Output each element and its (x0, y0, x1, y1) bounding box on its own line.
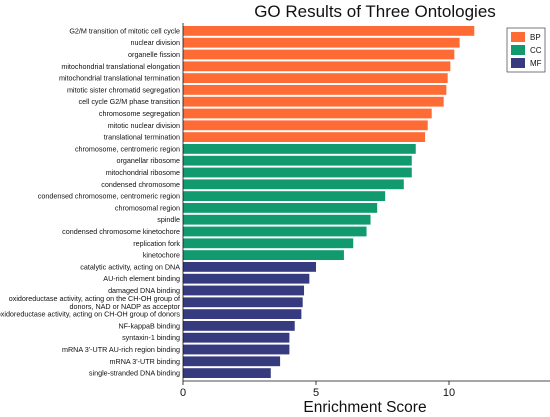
bar-mf-8 (183, 356, 281, 367)
bar-bp-5 (183, 85, 447, 95)
category-label: single-stranded DNA binding (89, 369, 180, 378)
bar-cc-3 (183, 179, 404, 190)
category-label: AU-rich element binding (103, 274, 180, 283)
bar-mf-1 (183, 273, 310, 284)
bar-mf-3 (183, 297, 303, 308)
bar-mf-9 (183, 368, 271, 378)
bar-mf-4 (183, 309, 302, 319)
category-label: mRNA 3'-UTR AU-rich region binding (62, 345, 180, 354)
bar-cc-0 (183, 144, 416, 154)
legend-label: BP (530, 33, 541, 42)
category-label: cell cycle G2/M phase transition (79, 97, 180, 106)
bar-cc-4 (183, 191, 386, 201)
plot-area: G2/M transition of mitotic cell cycle nuc… (0, 23, 550, 399)
bar-bp-7 (183, 108, 432, 119)
legend: BP CC MF (506, 27, 546, 73)
bar-mf-2 (183, 285, 305, 296)
bar-cc-7 (183, 226, 367, 237)
category-label: NF-kappaB binding (118, 321, 180, 330)
bar-bp-4 (183, 73, 448, 83)
bar-cc-2 (183, 167, 412, 178)
bar-cc-5 (183, 203, 378, 213)
category-label: organellar ribosome (116, 156, 180, 165)
bar-bp-8 (183, 120, 428, 131)
bar-bp-3 (183, 61, 451, 72)
category-label: mitotic nuclear division (108, 121, 180, 130)
bar-bp-1 (183, 37, 460, 48)
category-label: spindle (157, 215, 180, 224)
bar-bp-0 (183, 26, 475, 36)
category-label: mitochondrial translational termination (59, 74, 180, 83)
legend-swatch-bp (511, 32, 525, 42)
category-label: chromosome segregation (99, 109, 180, 118)
category-label: oxidoreductase activity, acting on the C… (9, 294, 181, 311)
category-label: mitochondrial translational elongation (61, 62, 180, 71)
bar-bp-9 (183, 132, 426, 142)
category-label: replication fork (133, 239, 180, 248)
x-axis-label: Enrichment Score (303, 399, 426, 416)
category-label: mRNA 3'-UTR binding (110, 357, 180, 366)
x-tick-label: 10 (443, 387, 455, 399)
bar-bp-2 (183, 49, 455, 60)
bar-mf-5 (183, 321, 295, 331)
legend-label: CC (530, 46, 542, 55)
legend-swatch-cc (511, 45, 525, 55)
category-label: mitochondrial ribosome (106, 168, 180, 177)
bar-cc-8 (183, 238, 354, 249)
x-tick-label: 0 (180, 387, 186, 399)
category-label: chromosome, centromeric region (75, 144, 180, 153)
category-label: nuclear division (130, 38, 180, 47)
legend-label: MF (530, 59, 542, 68)
bar-mf-7 (183, 344, 290, 355)
bar-mf-0 (183, 262, 316, 272)
bar-mf-6 (183, 332, 290, 343)
category-label: syntaxin-1 binding (122, 333, 180, 342)
category-label: G2/M transition of mitotic cell cycle (69, 26, 180, 35)
bar-cc-1 (183, 155, 412, 166)
category-label: kinetochore (143, 251, 180, 260)
category-label: translational termination (104, 133, 180, 142)
x-tick-label: 5 (313, 387, 319, 399)
category-label: oxidoreductase activity, acting on CH-OH… (0, 310, 180, 319)
category-label: condensed chromosome (101, 180, 180, 189)
category-label: damaged DNA binding (108, 286, 180, 295)
category-label: organelle fission (128, 50, 180, 59)
category-label: condensed chromosome kinetochore (62, 227, 180, 236)
bar-bp-6 (183, 96, 444, 107)
category-label: mitotic sister chromatid segregation (67, 85, 180, 94)
bar-cc-6 (183, 214, 371, 225)
category-label: chromosomal region (115, 203, 180, 212)
chart-title: GO Results of Three Ontologies (254, 2, 496, 21)
category-label: catalytic activity, acting on DNA (80, 262, 180, 271)
bar-cc-9 (183, 250, 344, 260)
category-label: condensed chromosome, centromeric region (38, 192, 180, 201)
legend-swatch-mf (511, 58, 525, 68)
